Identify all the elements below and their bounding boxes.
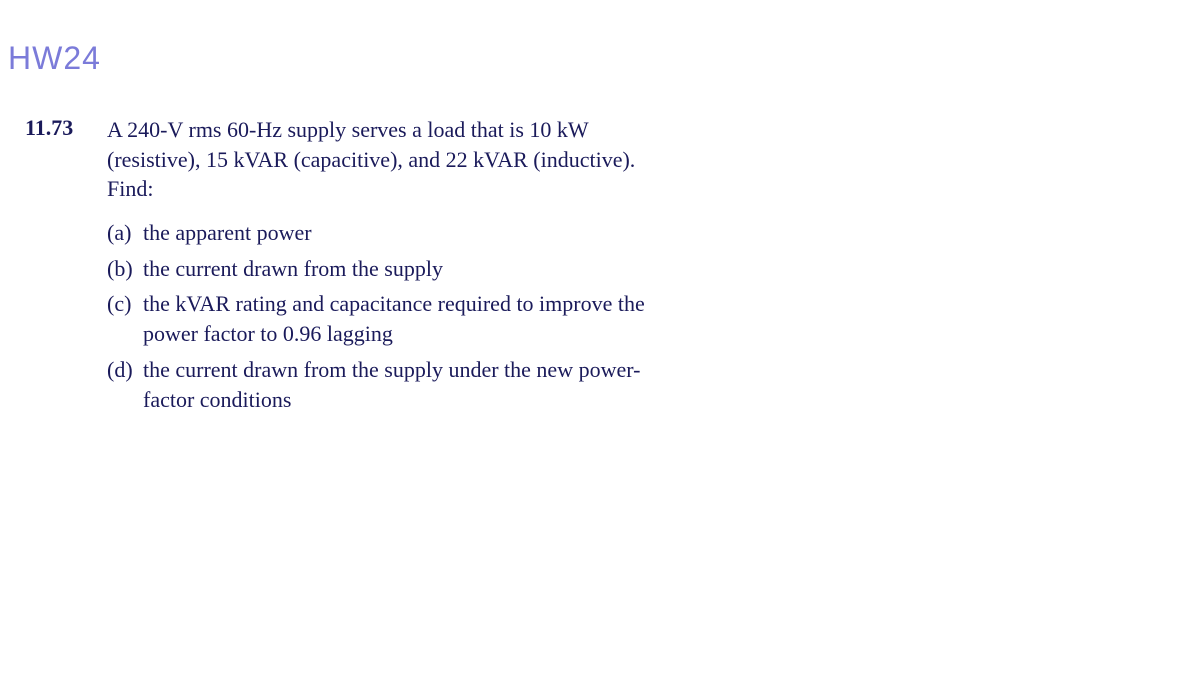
part-text: the kVAR rating and capacitance required… (143, 289, 687, 348)
problem-part: (c) the kVAR rating and capacitance requ… (107, 289, 687, 348)
part-label: (a) (107, 218, 143, 248)
part-label: (c) (107, 289, 143, 348)
problem-part: (a) the apparent power (107, 218, 687, 248)
problem-part: (d) the current drawn from the supply un… (107, 355, 687, 414)
part-label: (d) (107, 355, 143, 414)
problem-number: 11.73 (25, 115, 107, 420)
part-text: the current drawn from the supply under … (143, 355, 687, 414)
part-text: the current drawn from the supply (143, 254, 687, 284)
assignment-header: HW24 (8, 40, 1200, 77)
problem-container: 11.73 A 240-V rms 60-Hz supply serves a … (25, 115, 1200, 420)
part-text: the apparent power (143, 218, 687, 248)
problem-stem: A 240-V rms 60-Hz supply serves a load t… (107, 115, 687, 204)
part-label: (b) (107, 254, 143, 284)
problem-part: (b) the current drawn from the supply (107, 254, 687, 284)
problem-body: A 240-V rms 60-Hz supply serves a load t… (107, 115, 687, 420)
